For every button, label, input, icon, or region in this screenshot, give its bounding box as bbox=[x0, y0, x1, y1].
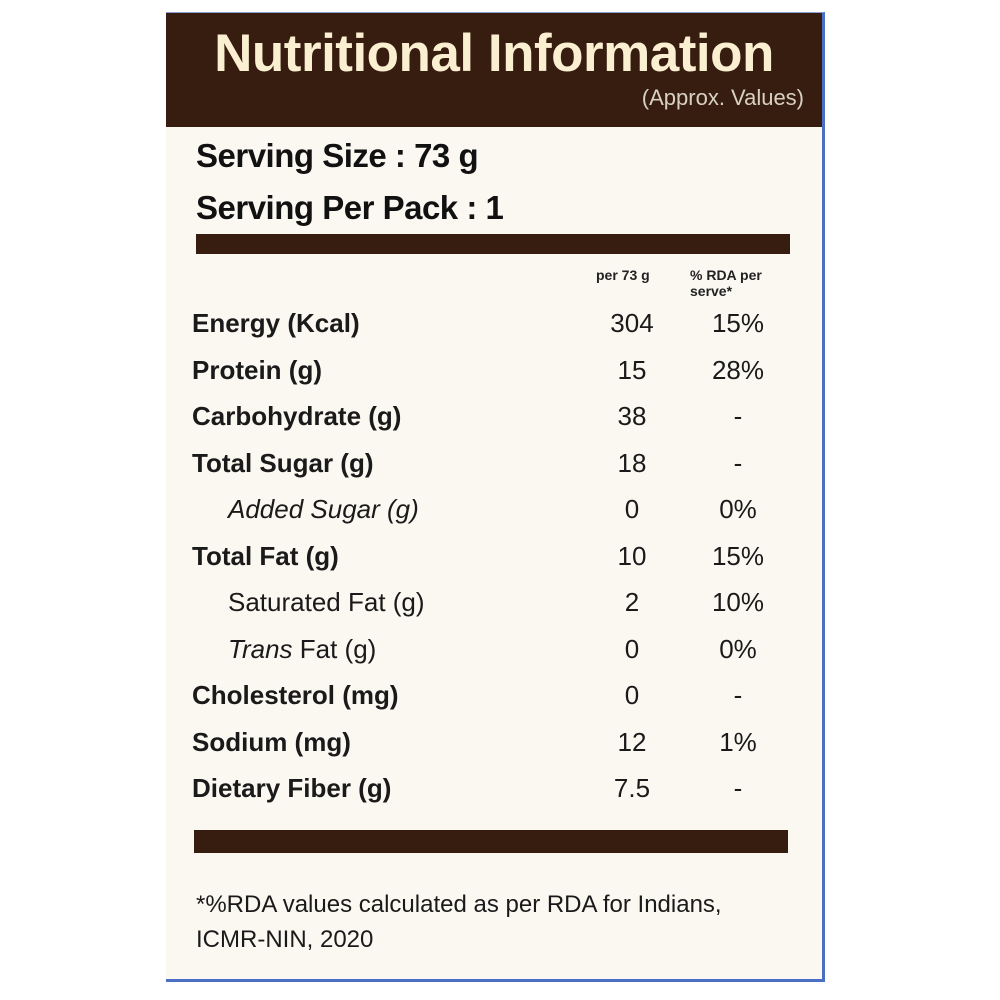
nutrient-rda: 0% bbox=[719, 633, 757, 664]
nutrient-rda: - bbox=[733, 773, 743, 803]
nutrient-row: Sodium (mg) 12 1% bbox=[192, 727, 792, 767]
footnote: *%RDA values calculated as per RDA for I… bbox=[196, 891, 722, 953]
nutrient-value: 0 bbox=[624, 680, 640, 710]
nutrient-label: Trans Fat (g) bbox=[228, 634, 376, 665]
nutrient-label-rest: Fat (g) bbox=[292, 633, 377, 664]
divider-bar-top bbox=[196, 234, 790, 254]
header-band: Nutritional Information (Approx. Values) bbox=[166, 13, 822, 127]
serving-size: Serving Size : 73 g bbox=[196, 137, 479, 174]
column-header-per: per 73 g bbox=[596, 267, 650, 283]
nutrient-rda: 15% bbox=[711, 540, 765, 571]
nutrient-label: Added Sugar (g) bbox=[228, 494, 419, 524]
nutrient-value: 0 bbox=[624, 494, 640, 524]
nutrient-label-italic: Trans bbox=[228, 633, 293, 664]
label-subtitle: (Approx. Values) bbox=[641, 85, 804, 110]
nutrient-rda: - bbox=[733, 447, 743, 478]
nutrient-label: Dietary Fiber (g) bbox=[192, 773, 392, 803]
nutrient-label: Carbohydrate (g) bbox=[192, 401, 402, 431]
nutrient-rda: 1% bbox=[719, 726, 757, 757]
nutrient-label: Total Fat (g) bbox=[192, 540, 339, 571]
nutrition-label: Nutritional Information (Approx. Values)… bbox=[166, 12, 825, 982]
nutrient-rda: 28% bbox=[711, 354, 765, 385]
label-title: Nutritional Information bbox=[214, 24, 774, 83]
nutrient-value: 10 bbox=[617, 540, 647, 571]
nutrient-rda: 0% bbox=[719, 494, 757, 524]
nutrient-label: Total Sugar (g) bbox=[192, 447, 374, 478]
nutrient-label: Cholesterol (mg) bbox=[192, 680, 399, 710]
divider-bar-bottom bbox=[194, 830, 788, 853]
nutrient-label: Sodium (mg) bbox=[192, 726, 351, 757]
nutrient-value: 18 bbox=[617, 447, 647, 478]
nutrient-row: Total Fat (g) 10 15% bbox=[192, 541, 792, 581]
nutrient-row: Trans Fat (g) 0 0% bbox=[192, 634, 792, 674]
nutrient-row: Protein (g) 15 28% bbox=[192, 355, 792, 395]
nutrient-row: Energy (Kcal) 304 15% bbox=[192, 308, 792, 348]
column-header-rda: % RDA per serve* bbox=[690, 267, 762, 299]
nutrient-row: Added Sugar (g) 0 0% bbox=[192, 494, 792, 534]
nutrient-row: Dietary Fiber (g) 7.5 - bbox=[192, 773, 792, 813]
nutrient-row: Total Sugar (g) 18 - bbox=[192, 448, 792, 488]
nutrient-rda: 10% bbox=[711, 587, 765, 617]
nutrient-value: 15 bbox=[617, 354, 647, 385]
nutrient-rda: - bbox=[733, 680, 743, 710]
nutrient-value: 2 bbox=[624, 587, 640, 617]
nutrient-rda: - bbox=[733, 401, 743, 431]
serving-per-pack: Serving Per Pack : 1 bbox=[196, 189, 504, 226]
nutrient-label: Energy (Kcal) bbox=[192, 308, 360, 338]
nutrient-value: 304 bbox=[610, 308, 654, 338]
nutrient-label: Protein (g) bbox=[192, 354, 322, 385]
nutrient-value: 38 bbox=[617, 401, 647, 431]
nutrient-row: Saturated Fat (g) 2 10% bbox=[192, 587, 792, 627]
nutrient-value: 7.5 bbox=[613, 773, 651, 803]
nutrient-rda: 15% bbox=[711, 308, 765, 338]
nutrient-value: 12 bbox=[617, 726, 647, 757]
nutrient-row: Cholesterol (mg) 0 - bbox=[192, 680, 792, 720]
nutrient-label: Saturated Fat (g) bbox=[228, 587, 425, 617]
nutrient-value: 0 bbox=[624, 633, 640, 664]
nutrient-row: Carbohydrate (g) 38 - bbox=[192, 401, 792, 441]
